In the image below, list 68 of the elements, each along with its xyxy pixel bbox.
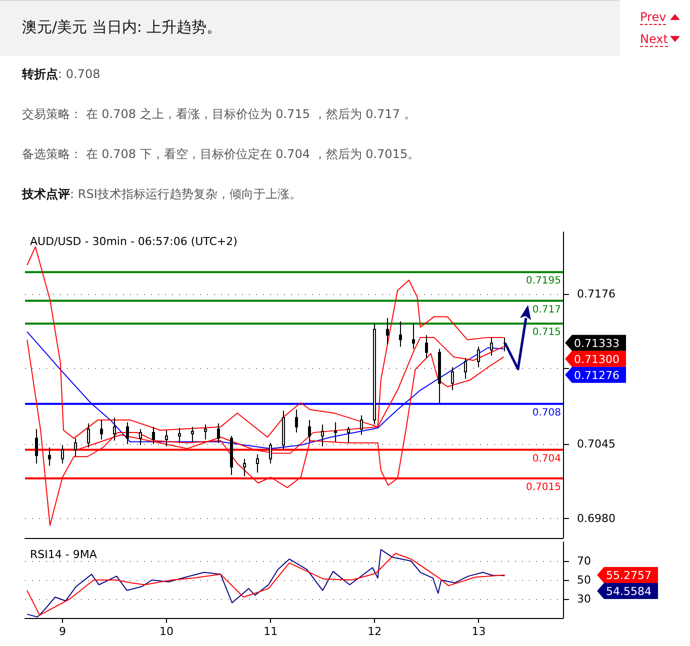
- chart-title: AUD/USD - 30min - 06:57:06 (UTC+2): [30, 235, 238, 248]
- candlestick: [113, 417, 116, 442]
- text: 交易策略： 在 0.708 之上，看涨，目标价位为 0.715 ，然后为 0.717 。: [22, 106, 416, 123]
- text: 0.71300: [574, 352, 620, 366]
- x-tick-label: 11: [264, 625, 278, 638]
- text: 0.71333: [574, 336, 620, 350]
- candlestick: [165, 430, 168, 447]
- candlestick: [438, 348, 441, 404]
- y-tick-label: 0.6980: [577, 512, 616, 526]
- ref-line-label: 0.7195: [526, 276, 561, 287]
- text: 澳元/美元 当日内: 上升趋势。: [22, 18, 222, 37]
- candlestick: [217, 422, 220, 444]
- text: 0.71276: [574, 368, 620, 382]
- x-tick-label: 12: [368, 625, 382, 638]
- candlestick: [35, 428, 38, 464]
- text: Prev: [640, 10, 666, 25]
- candlestick: [321, 424, 324, 447]
- candlestick: [360, 414, 363, 436]
- candlestick: [74, 438, 77, 458]
- candlestick: [269, 442, 272, 464]
- text: Next: [640, 32, 668, 47]
- candlestick: [100, 419, 103, 440]
- candlestick: [503, 336, 506, 352]
- candlestick: [87, 422, 90, 448]
- ref-line-label: 0.704: [532, 453, 561, 464]
- y-tick-label: 70: [577, 554, 591, 568]
- x-tick-label: 10: [160, 625, 174, 638]
- candlestick: [490, 336, 493, 356]
- y-tick-label: 50: [577, 574, 591, 586]
- text: 备选策略： 在 0.708 下，看空，目标价位定在 0.704 ，然后为 0.7015。: [22, 146, 420, 163]
- text: 54.5584: [606, 584, 652, 598]
- candlestick: [256, 454, 259, 474]
- y-tick-label: 0.7045: [577, 438, 616, 451]
- candlestick: [425, 334, 428, 359]
- candlestick: [48, 446, 51, 466]
- ref-line-label: 0.715: [532, 327, 561, 338]
- candlestick: [152, 426, 155, 445]
- ref-line-label: 0.708: [532, 407, 561, 418]
- candlestick: [295, 409, 298, 434]
- ref-line-label: 0.7015: [526, 482, 561, 493]
- candlestick: [451, 366, 454, 391]
- text: 55.2757: [606, 568, 652, 582]
- candlestick: [386, 317, 389, 345]
- candlestick: [347, 426, 350, 444]
- x-tick-label: 9: [58, 625, 66, 638]
- text: 技术点评: RSI技术指标运行趋势复杂，倾向于上涨。: [22, 186, 302, 203]
- candlestick: [126, 422, 129, 445]
- candlestick: [243, 458, 246, 477]
- y-tick-label: 30: [577, 592, 591, 606]
- candlestick: [230, 436, 233, 476]
- candlestick: [308, 419, 311, 442]
- ref-line-label: 0.717: [532, 304, 561, 316]
- candlestick: [373, 323, 376, 426]
- candlestick: [464, 358, 467, 380]
- candlestick: [477, 346, 480, 368]
- text: 转折点: 0.708: [22, 66, 100, 83]
- candlestick: [334, 422, 337, 442]
- text: RSI14 - 9MA: [30, 548, 98, 561]
- y-tick-label: 0.7176: [577, 287, 616, 300]
- candlestick: [412, 323, 415, 350]
- x-tick-label: 13: [472, 625, 486, 638]
- candlestick: [282, 410, 285, 450]
- candlestick: [191, 426, 194, 442]
- candlestick: [139, 428, 142, 446]
- candlestick: [61, 444, 64, 464]
- candlestick: [178, 427, 181, 444]
- candlestick: [204, 424, 207, 440]
- candlestick: [399, 320, 402, 348]
